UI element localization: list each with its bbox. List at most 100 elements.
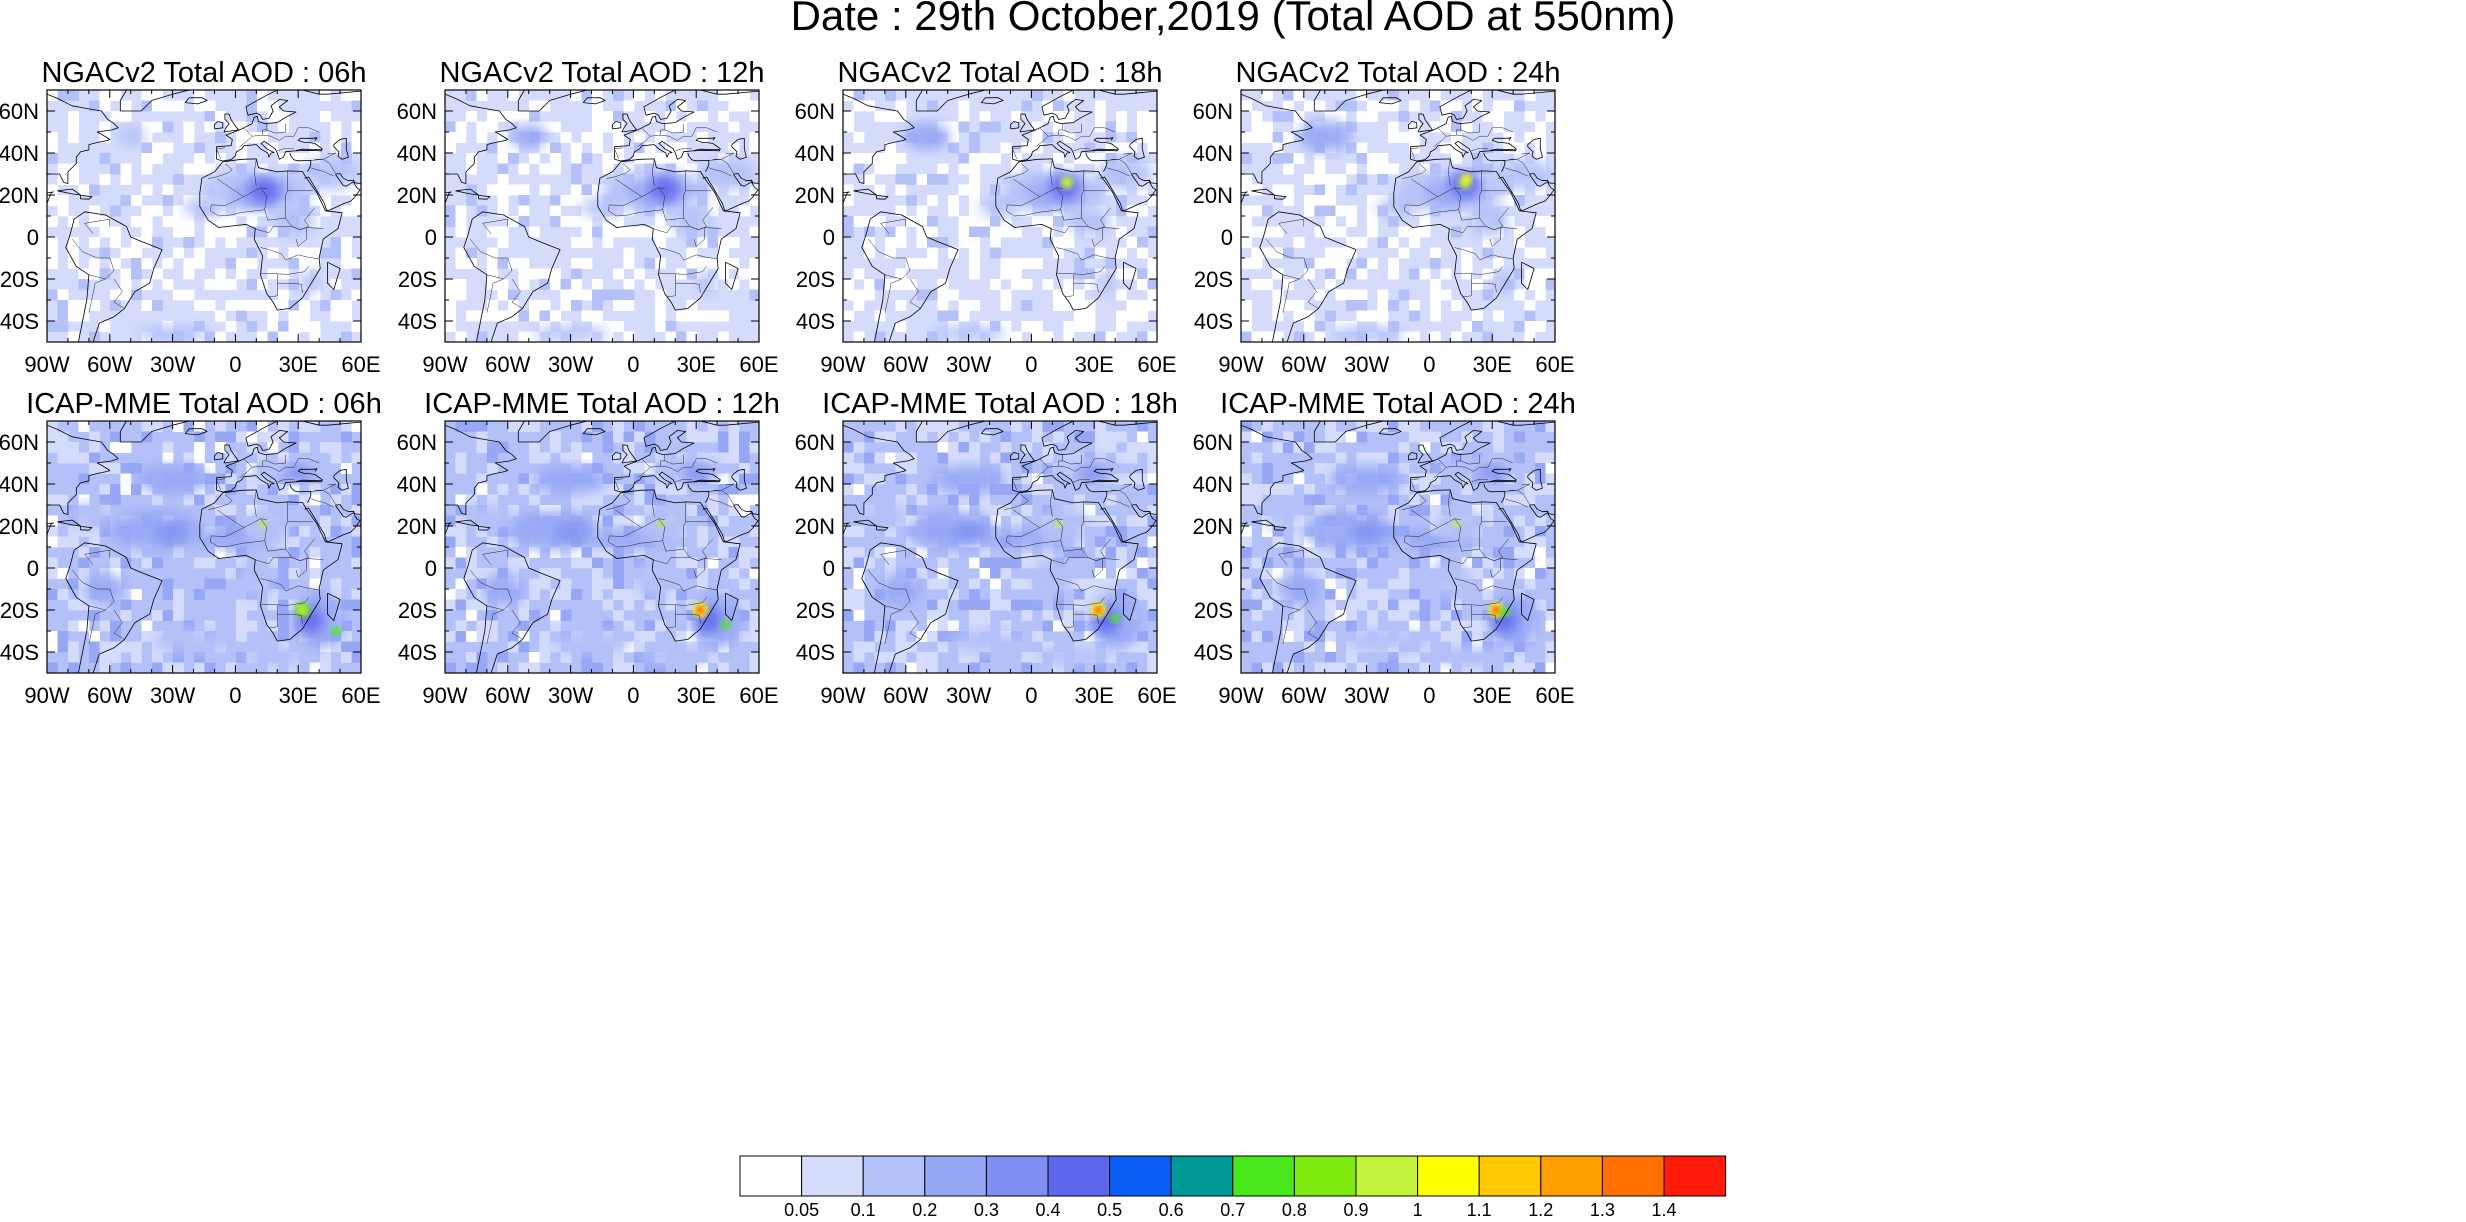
aod-cell [1293, 442, 1305, 453]
aod-cell [958, 452, 970, 464]
aod-cell [1053, 289, 1064, 301]
aod-cell [1335, 111, 1347, 122]
aod-cell [916, 662, 928, 673]
country-border [1489, 558, 1501, 578]
aod-cell [1011, 515, 1022, 527]
aod-cell [749, 526, 759, 537]
aod-cell [487, 452, 498, 464]
country-border [608, 540, 663, 548]
aod-cell [508, 216, 519, 227]
aod-cell [1535, 121, 1546, 133]
aod-cell [1137, 310, 1148, 322]
coastline [1378, 428, 1402, 436]
aod-cell [1535, 599, 1546, 611]
aod-cell [1147, 515, 1157, 527]
aod-cell [173, 226, 184, 238]
aod-cell [1000, 484, 1012, 495]
aod-cell [1398, 610, 1410, 621]
coastline [223, 113, 239, 133]
aod-cell [843, 310, 854, 322]
aod-cell [455, 289, 467, 301]
aod-cell [1356, 431, 1368, 443]
aod-cell [1293, 652, 1305, 663]
aod-cell [571, 268, 582, 280]
lat-tick-label: 60N [1193, 99, 1233, 124]
country-border [277, 613, 303, 624]
aod-cell [299, 258, 310, 269]
aod-cell [990, 452, 1001, 464]
aod-cell [1535, 662, 1546, 673]
aod-cell [1116, 431, 1127, 443]
aod-cell [110, 205, 121, 217]
aod-cell [853, 331, 865, 342]
aod-cell [1105, 132, 1117, 143]
aod-cell [89, 452, 100, 464]
aod-cell [1430, 431, 1441, 443]
aod-cell [1419, 473, 1431, 485]
aod-cell [1063, 620, 1075, 632]
aod-cell [257, 226, 268, 238]
aod-cell [267, 310, 279, 322]
aod-cell [592, 662, 603, 673]
aod-cell [246, 111, 258, 122]
coastline [614, 468, 721, 493]
aod-cell [853, 484, 865, 495]
aod-cell [1000, 226, 1012, 238]
aod-cell [1084, 279, 1096, 290]
coastlines [1241, 90, 1555, 342]
aod-cell [916, 652, 928, 663]
aod-cell [853, 300, 865, 311]
aod-cell [1084, 515, 1096, 527]
aod-cell [550, 268, 561, 280]
aod-cell [89, 641, 100, 653]
aod-cell [1356, 599, 1368, 611]
aod-cell [351, 132, 361, 143]
aod-cell [1419, 484, 1431, 495]
aod-cell [68, 536, 79, 548]
aod-cell [99, 494, 111, 506]
aod-cell [1377, 310, 1389, 322]
aod-cell [99, 321, 111, 332]
aod-cell [1042, 111, 1054, 122]
coastline [614, 421, 759, 491]
aod-cell [68, 258, 79, 269]
aod-cell [1053, 153, 1064, 164]
aod-cell [560, 547, 572, 558]
aod-cell [194, 452, 205, 464]
aod-cell [864, 289, 875, 301]
coastline [119, 421, 190, 443]
aod-cell [1283, 431, 1294, 443]
aod-cell [215, 216, 226, 227]
aod-cell [581, 90, 593, 101]
aod-cell [1241, 599, 1252, 611]
aod-cell [885, 652, 896, 663]
aod-cell [341, 515, 352, 527]
aod-cell [1272, 536, 1284, 548]
aod-cell [1116, 526, 1127, 537]
aod-plume [637, 645, 713, 667]
aod-cell [487, 310, 498, 322]
aod-cell [728, 142, 740, 154]
aod-cell [550, 153, 561, 164]
aod-cell [476, 132, 488, 143]
aod-cell [1251, 111, 1263, 122]
aod-cell [288, 526, 300, 537]
aod-cell [1074, 300, 1085, 311]
aod-cell [1493, 100, 1504, 112]
aod-plume [250, 178, 280, 204]
aod-cell [843, 226, 854, 238]
country-border [314, 483, 337, 491]
borders [469, 454, 735, 644]
aod-cell [1524, 111, 1536, 122]
aod-cell [739, 100, 750, 112]
aod-cell [445, 662, 456, 673]
aod-cell [1325, 652, 1336, 663]
aod-cell [1472, 557, 1483, 569]
aod-cell [1314, 568, 1326, 579]
aod-cell [1000, 505, 1012, 516]
aod-cell [1377, 237, 1389, 248]
aod-plume [1328, 465, 1405, 495]
aod-cell [1053, 237, 1064, 248]
colorbar-swatch [1478, 1155, 1542, 1197]
aod-cell [110, 652, 121, 663]
